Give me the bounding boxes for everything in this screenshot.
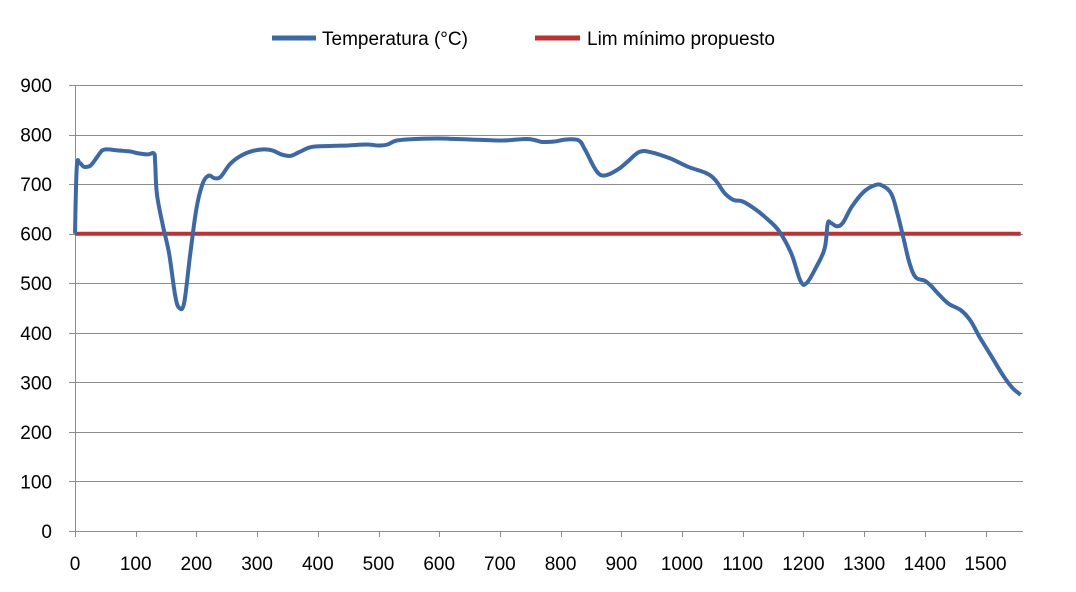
x-tick-label: 500	[363, 554, 395, 575]
axes	[69, 85, 1023, 537]
x-tick-label: 0	[70, 554, 81, 575]
x-tick-label: 400	[302, 554, 334, 575]
x-tick-label: 700	[484, 554, 516, 575]
x-tick-label: 200	[181, 554, 213, 575]
x-tick-label: 100	[120, 554, 152, 575]
legend: Temperatura (°C) Lim mínimo propuesto	[272, 29, 775, 50]
y-tick-label: 300	[20, 373, 52, 394]
x-tick-label: 1100	[722, 554, 763, 575]
y-tick-label: 400	[20, 324, 52, 345]
y-tick-label: 200	[20, 423, 52, 444]
legend-label-temperatura: Temperatura (°C)	[322, 29, 468, 50]
x-tick-label: 900	[605, 554, 637, 575]
y-tick-label: 0	[41, 522, 52, 543]
y-tick-label: 900	[20, 76, 52, 97]
legend-label-lim-minimo: Lim mínimo propuesto	[587, 29, 775, 50]
y-tick-label: 800	[20, 126, 52, 147]
y-axis-tick-labels: 0 100 200 300 400 500 600 700 800 900	[20, 76, 52, 543]
y-tick-label: 600	[20, 225, 52, 246]
gridlines	[75, 85, 1023, 482]
x-axis-tick-labels: 0 100 200 300 400 500 600 700 800 900 1000 1100 1200…	[70, 554, 1007, 575]
x-tick-label: 1200	[782, 554, 824, 575]
x-tick-label: 600	[423, 554, 455, 575]
x-tick-label: 1500	[964, 554, 1006, 575]
x-tick-label: 1400	[904, 554, 946, 575]
x-tick-label: 800	[545, 554, 577, 575]
y-tick-label: 100	[20, 472, 52, 493]
y-tick-label: 500	[20, 274, 52, 295]
x-tick-label: 1000	[661, 554, 703, 575]
x-tick-label: 1300	[843, 554, 885, 575]
series-lines	[73, 136, 1022, 397]
series-line-temperatura	[73, 136, 1022, 397]
x-tick-label: 300	[241, 554, 273, 575]
y-tick-label: 700	[20, 175, 52, 196]
